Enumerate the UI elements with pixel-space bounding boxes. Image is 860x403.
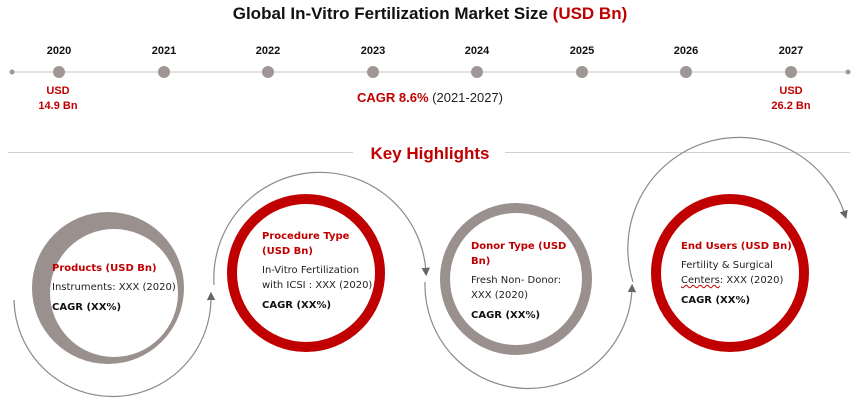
card-cagr: CAGR (XX%) [471, 310, 541, 321]
year-marker-2023 [367, 66, 379, 78]
key-highlights-title: Key Highlights [370, 144, 490, 163]
year-marker-2026 [680, 66, 692, 78]
card-body: Fertility & Surgical Centers: XXX (2020) [681, 258, 799, 288]
year-marker-2024 [471, 66, 483, 78]
title-unit: (USD Bn) [552, 4, 628, 23]
card-heading: Donor Type (USD Bn) [471, 241, 567, 267]
timeline-axis [9, 66, 851, 78]
end-value-currency: USD [779, 85, 803, 97]
year-marker-2021 [158, 66, 170, 78]
card-body-segment: Centers [681, 275, 720, 286]
page-title: Global In-Vitro Fertilization Market Siz… [0, 4, 860, 24]
highlight-card-end-users: End Users (USD Bn) Fertility & Surgical … [681, 239, 799, 308]
year-label: 2020 [46, 45, 72, 57]
card-heading: Products (USD Bn) [52, 263, 157, 274]
year-label: 2025 [569, 45, 595, 57]
highlight-card-procedure: Procedure Type (USD Bn) In-Vitro Fertili… [262, 229, 374, 313]
title-main: Global In-Vitro Fertilization Market Siz… [232, 4, 548, 23]
highlight-card-products: Products (USD Bn) Instruments: XXX (2020… [52, 261, 180, 315]
card-cagr: CAGR (XX%) [262, 300, 332, 311]
arrow-procedure [213, 171, 430, 286]
card-body: In-Vitro Fertilization with ICSI : XXX (… [262, 265, 373, 291]
timeline-start-dot [9, 69, 15, 75]
divider-left [8, 152, 353, 153]
year-label: 2021 [151, 45, 177, 57]
arrow-products [13, 291, 216, 398]
card-body: Fresh Non- Donor: XXX (2020) [471, 275, 562, 301]
year-marker-2022 [262, 66, 274, 78]
cagr-rate: CAGR 8.6% [357, 90, 429, 105]
year-marker-2025 [576, 66, 588, 78]
card-heading: End Users (USD Bn) [681, 241, 792, 252]
cagr-summary: CAGR 8.6% (2021-2027) [0, 90, 860, 105]
end-value: USD 26.2 Bn [751, 84, 831, 114]
card-cagr: CAGR (XX%) [681, 295, 751, 306]
start-value: USD 14.9 Bn [18, 84, 98, 114]
start-value-amount: 14.9 Bn [38, 100, 78, 112]
year-label: 2023 [360, 45, 386, 57]
ring-end-users [651, 194, 809, 352]
year-marker-2027 [785, 66, 797, 78]
ring-products-inner [50, 229, 178, 357]
arrow-donor [424, 281, 637, 390]
timeline-end-dot [845, 69, 851, 75]
highlight-card-donor: Donor Type (USD Bn) Fresh Non- Donor: XX… [471, 239, 581, 323]
year-label: 2027 [778, 45, 804, 57]
year-label: 2026 [673, 45, 699, 57]
card-body-segment: Fertility & Surgical [681, 260, 773, 271]
ring-donor [440, 203, 592, 355]
year-label: 2024 [464, 45, 490, 57]
year-marker-2020 [53, 66, 65, 78]
end-value-amount: 26.2 Bn [771, 100, 811, 112]
card-body: Instruments: XXX (2020) [52, 282, 176, 293]
card-body-segment: : XXX (2020) [719, 275, 784, 286]
timeline: 2020 2021 2022 2023 2024 2025 2026 2027 … [0, 0, 860, 130]
arrow-end-users [627, 136, 848, 283]
start-value-currency: USD [46, 85, 70, 97]
divider-right [505, 152, 850, 153]
year-label: 2022 [255, 45, 281, 57]
card-cagr: CAGR (XX%) [52, 302, 122, 313]
cagr-period: (2021-2027) [432, 90, 503, 105]
ring-procedure [227, 194, 385, 352]
card-heading: Procedure Type (USD Bn) [262, 231, 350, 257]
